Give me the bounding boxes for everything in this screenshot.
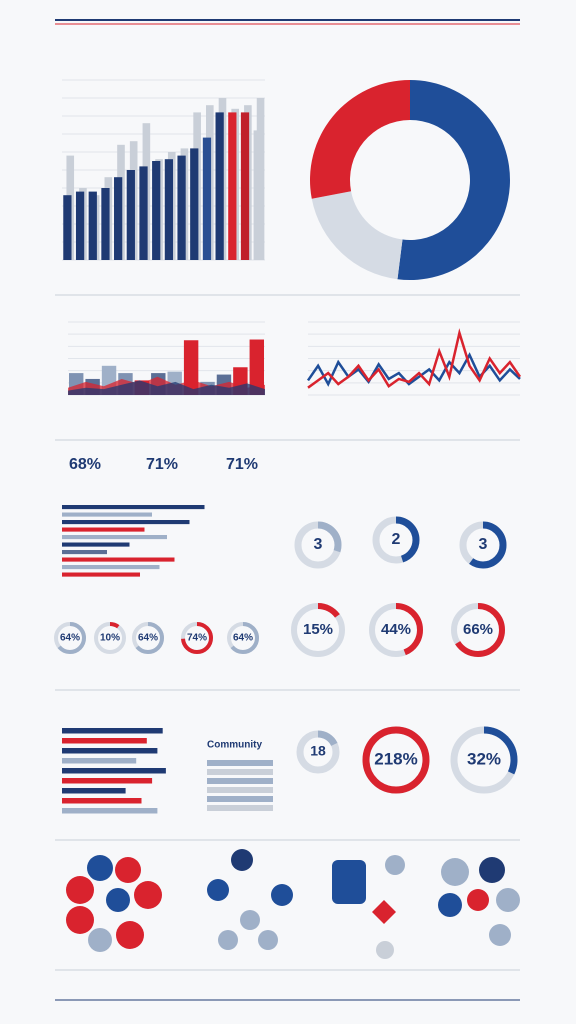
ring-label: 32% xyxy=(467,749,501,768)
table-row xyxy=(207,760,273,766)
ring-arc xyxy=(291,603,345,657)
stat-value: 68% xyxy=(69,456,101,473)
ring-label: 64% xyxy=(138,633,158,644)
line xyxy=(307,328,522,389)
table-row xyxy=(207,787,273,793)
ring-label: 74% xyxy=(187,633,207,644)
area xyxy=(68,380,265,395)
bar xyxy=(215,112,224,261)
ring-label: 2 xyxy=(392,531,401,548)
bar xyxy=(152,161,161,260)
h-bar xyxy=(62,535,167,540)
ring-label: 64% xyxy=(233,633,253,644)
bar xyxy=(114,177,123,260)
bar xyxy=(88,191,97,260)
h-bar xyxy=(62,512,152,517)
stat-value: 71% xyxy=(146,456,178,473)
ring-arc xyxy=(54,622,86,654)
donut-slice xyxy=(310,80,410,199)
h-bar xyxy=(62,542,130,547)
bar xyxy=(177,155,186,260)
bar xyxy=(126,170,135,260)
bar xyxy=(202,137,212,260)
bar xyxy=(190,148,199,260)
h-bar xyxy=(62,798,142,804)
ring-arc xyxy=(227,622,259,654)
ring-arc xyxy=(132,622,164,654)
ring-label: 18 xyxy=(310,743,326,759)
table-row xyxy=(207,805,273,811)
bar xyxy=(240,112,250,261)
h-bar xyxy=(62,527,145,532)
ring-arc xyxy=(296,730,340,774)
bar xyxy=(253,130,262,260)
h-bar xyxy=(62,768,166,774)
ring-label: 66% xyxy=(463,621,493,638)
ring-arc xyxy=(450,726,518,794)
ring-label: 10% xyxy=(100,633,120,644)
bar xyxy=(228,112,237,261)
ring-label: 64% xyxy=(60,633,80,644)
h-bar xyxy=(62,565,160,570)
stat-value: 71% xyxy=(226,456,258,473)
h-bar xyxy=(62,748,158,754)
h-bar xyxy=(62,557,175,562)
section-title: Community xyxy=(207,740,262,751)
h-bar xyxy=(62,520,190,525)
bar xyxy=(249,339,264,395)
bar xyxy=(63,195,72,260)
ring-arc xyxy=(451,603,505,657)
ring-label: 218% xyxy=(374,749,417,768)
h-bar xyxy=(62,778,153,784)
ring-arc xyxy=(94,622,126,654)
bar xyxy=(75,191,85,260)
h-bar xyxy=(62,572,140,577)
donut-slice xyxy=(311,191,403,280)
ring-label: 3 xyxy=(479,536,488,553)
h-bar xyxy=(62,505,205,510)
bar xyxy=(164,159,174,260)
h-bar xyxy=(62,728,163,734)
ring-arc xyxy=(181,622,213,654)
table-row xyxy=(207,778,273,784)
ring-label: 3 xyxy=(314,536,323,553)
ring-label: 15% xyxy=(303,621,333,638)
h-bar xyxy=(62,550,107,555)
donut-slice xyxy=(397,80,511,280)
h-bar xyxy=(62,738,147,744)
ring-arc xyxy=(362,726,430,794)
ring-arc xyxy=(369,603,423,657)
ring-arc xyxy=(294,521,342,569)
ring-arc xyxy=(459,521,507,569)
table-row xyxy=(207,769,273,775)
bar xyxy=(139,166,148,260)
h-bar xyxy=(62,808,158,814)
h-bar xyxy=(62,788,126,794)
ring-arc xyxy=(372,516,420,564)
bar xyxy=(101,188,110,260)
table-row xyxy=(207,796,273,802)
ring-label: 44% xyxy=(381,621,411,638)
h-bar xyxy=(62,758,137,764)
people-icons xyxy=(66,849,520,959)
